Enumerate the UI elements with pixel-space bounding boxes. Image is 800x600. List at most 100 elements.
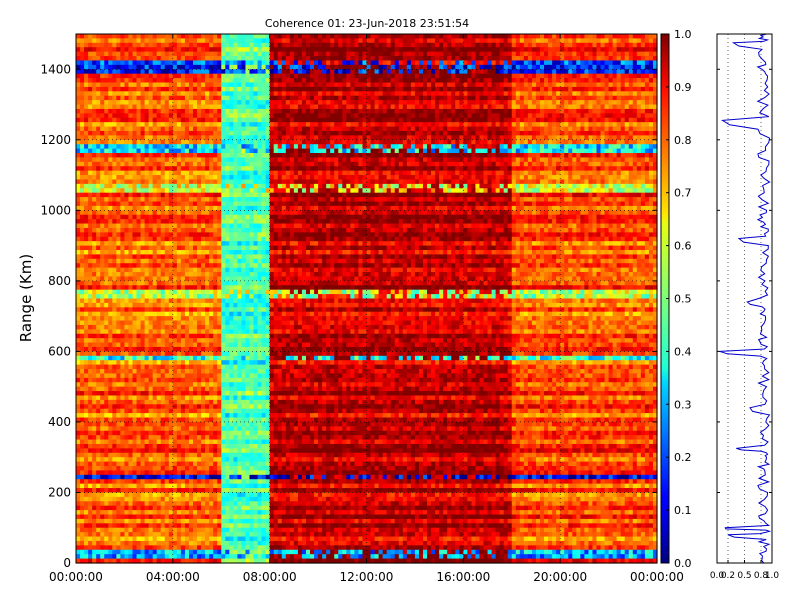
heatmap-cell <box>237 96 242 101</box>
heatmap-cell <box>617 56 622 61</box>
heatmap-cell <box>427 127 432 132</box>
heatmap-cell <box>641 60 646 65</box>
heatmap-cell <box>625 140 630 145</box>
heatmap-cell <box>411 105 416 110</box>
heatmap-cell <box>185 52 190 57</box>
heatmap-cell <box>92 113 97 118</box>
heatmap-cell <box>455 43 460 48</box>
heatmap-cell <box>375 69 380 74</box>
heatmap-cell <box>439 122 444 127</box>
heatmap-cell <box>367 109 372 114</box>
heatmap-cell <box>431 100 436 105</box>
heatmap-cell <box>358 69 363 74</box>
heatmap-cell <box>254 60 259 65</box>
heatmap-cell <box>459 135 464 140</box>
heatmap-cell <box>84 74 89 79</box>
heatmap-cell <box>237 135 242 140</box>
heatmap-cell <box>338 78 343 83</box>
heatmap-cell <box>310 109 315 114</box>
heatmap-cell <box>544 91 549 96</box>
heatmap-cell <box>544 105 549 110</box>
heatmap-cell <box>592 118 597 123</box>
heatmap-cell <box>221 166 226 171</box>
heatmap-cell <box>137 91 142 96</box>
heatmap-cell <box>330 113 335 118</box>
heatmap-cell <box>330 87 335 92</box>
heatmap-cell <box>241 171 246 176</box>
heatmap-cell <box>290 82 295 87</box>
heatmap-cell <box>88 184 93 189</box>
heatmap-cell <box>262 96 267 101</box>
heatmap-cell <box>346 153 351 158</box>
heatmap-cell <box>645 56 650 61</box>
heatmap-cell <box>576 91 581 96</box>
heatmap-cell <box>290 175 295 180</box>
heatmap-cell <box>294 184 299 189</box>
heatmap-cell <box>177 91 182 96</box>
heatmap-cell <box>294 105 299 110</box>
heatmap-cell <box>371 60 376 65</box>
heatmap-cell <box>435 52 440 57</box>
heatmap-cell <box>254 144 259 149</box>
heatmap-cell <box>132 56 137 61</box>
heatmap-cell <box>233 74 238 79</box>
heatmap-cell <box>431 149 436 154</box>
heatmap-cell <box>201 127 206 132</box>
heatmap-cell <box>350 43 355 48</box>
heatmap-cell <box>415 149 420 154</box>
heatmap-cell <box>528 69 533 74</box>
heatmap-cell <box>229 135 234 140</box>
heatmap-cell <box>391 74 396 79</box>
heatmap-cell <box>649 100 654 105</box>
heatmap-cell <box>213 135 218 140</box>
heatmap-cell <box>318 149 323 154</box>
heatmap-cell <box>431 96 436 101</box>
heatmap-cell <box>588 82 593 87</box>
heatmap-cell <box>564 144 569 149</box>
heatmap-cell <box>221 184 226 189</box>
heatmap-cell <box>322 166 327 171</box>
heatmap-cell <box>181 43 186 48</box>
heatmap-cell <box>572 82 577 87</box>
heatmap-cell <box>496 74 501 79</box>
heatmap-cell <box>157 96 162 101</box>
heatmap-cell <box>149 38 154 43</box>
heatmap-cell <box>479 105 484 110</box>
heatmap-cell <box>379 87 384 92</box>
heatmap-cell <box>463 140 468 145</box>
heatmap-cell <box>609 47 614 52</box>
heatmap-cell <box>237 56 242 61</box>
heatmap-cell <box>621 38 626 43</box>
heatmap-cell <box>128 38 133 43</box>
heatmap-cell <box>92 171 97 176</box>
heatmap-cell <box>475 166 480 171</box>
heatmap-cell <box>189 91 194 96</box>
heatmap-cell <box>185 131 190 136</box>
heatmap-cell <box>379 56 384 61</box>
heatmap-cell <box>403 109 408 114</box>
heatmap-cell <box>141 56 146 61</box>
heatmap-cell <box>568 91 573 96</box>
heatmap-cell <box>508 179 513 184</box>
heatmap-cell <box>173 157 178 162</box>
heatmap-cell <box>371 100 376 105</box>
heatmap-cell <box>641 122 646 127</box>
heatmap-cell <box>431 47 436 52</box>
heatmap-cell <box>451 144 456 149</box>
heatmap-cell <box>350 96 355 101</box>
heatmap-cell <box>367 149 372 154</box>
heatmap-cell <box>504 171 509 176</box>
heatmap-cell <box>141 69 146 74</box>
heatmap-cell <box>290 38 295 43</box>
heatmap-cell <box>540 122 545 127</box>
heatmap-cell <box>641 175 646 180</box>
heatmap-cell <box>197 96 202 101</box>
heatmap-cell <box>149 118 154 123</box>
heatmap-cell <box>492 100 497 105</box>
heatmap-cell <box>193 82 198 87</box>
heatmap-cell <box>108 131 113 136</box>
heatmap-cell <box>149 100 154 105</box>
heatmap-cell <box>536 69 541 74</box>
heatmap-cell <box>383 34 388 39</box>
heatmap-cell <box>282 43 287 48</box>
